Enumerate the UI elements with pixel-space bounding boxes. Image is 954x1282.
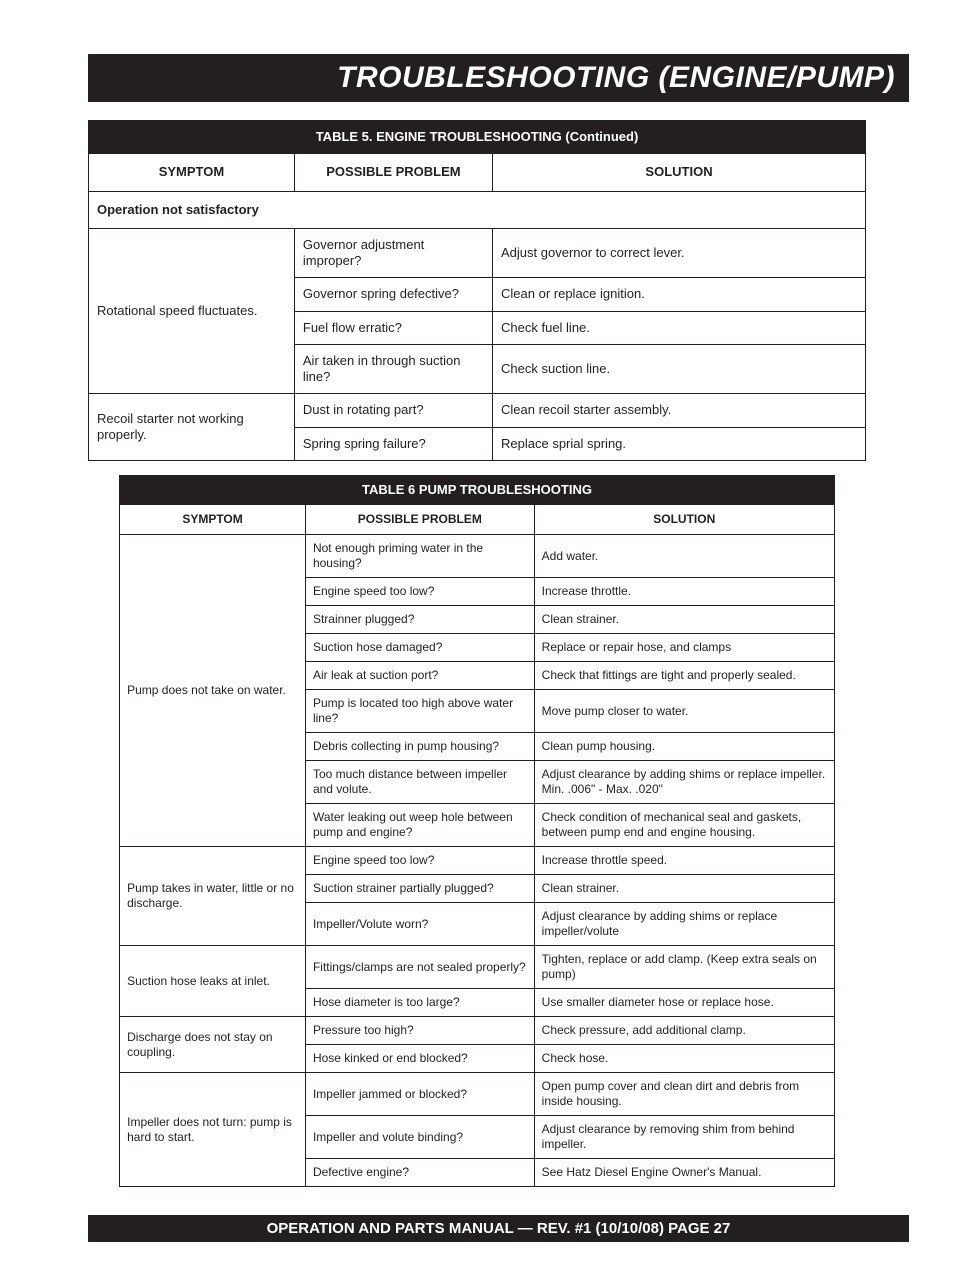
table-row: Pump takes in water, little or no discha… bbox=[120, 847, 835, 875]
problem-cell: Impeller/Volute worn? bbox=[305, 903, 534, 946]
problem-cell: Impeller jammed or blocked? bbox=[305, 1073, 534, 1116]
table-header-row: SYMPTOM POSSIBLE PROBLEM SOLUTION bbox=[120, 505, 835, 535]
solution-cell: Move pump closer to water. bbox=[534, 690, 834, 733]
table-row: Impeller does not turn: pump is hard to … bbox=[120, 1073, 835, 1116]
table-row: Discharge does not stay on coupling.Pres… bbox=[120, 1017, 835, 1045]
problem-cell: Air leak at suction port? bbox=[305, 662, 534, 690]
symptom-cell: Rotational speed fluctuates. bbox=[89, 228, 295, 394]
problem-cell: Fuel flow erratic? bbox=[294, 311, 492, 344]
table5-title: TABLE 5. ENGINE TROUBLESHOOTING (Continu… bbox=[89, 121, 866, 154]
table-row: Suction hose leaks at inlet.Fittings/cla… bbox=[120, 946, 835, 989]
col-problem: POSSIBLE PROBLEM bbox=[294, 154, 492, 191]
symptom-cell: Suction hose leaks at inlet. bbox=[120, 946, 306, 1017]
solution-cell: Replace or repair hose, and clamps bbox=[534, 634, 834, 662]
solution-cell: Adjust clearance by adding shims or repl… bbox=[534, 761, 834, 804]
problem-cell: Fittings/clamps are not sealed properly? bbox=[305, 946, 534, 989]
problem-cell: Governor spring defective? bbox=[294, 278, 492, 311]
problem-cell: Engine speed too low? bbox=[305, 578, 534, 606]
solution-cell: Use smaller diameter hose or replace hos… bbox=[534, 989, 834, 1017]
solution-cell: Add water. bbox=[534, 535, 834, 578]
table-header-row: SYMPTOM POSSIBLE PROBLEM SOLUTION bbox=[89, 154, 866, 191]
solution-cell: Clean strainer. bbox=[534, 606, 834, 634]
symptom-cell: Impeller does not turn: pump is hard to … bbox=[120, 1073, 306, 1187]
problem-cell: Water leaking out weep hole between pump… bbox=[305, 804, 534, 847]
solution-cell: Increase throttle speed. bbox=[534, 847, 834, 875]
table-row: Pump does not take on water.Not enough p… bbox=[120, 535, 835, 578]
col-problem: POSSIBLE PROBLEM bbox=[305, 505, 534, 535]
section-title-bar: TROUBLESHOOTING (ENGINE/PUMP) bbox=[88, 54, 909, 102]
solution-cell: Check pressure, add additional clamp. bbox=[534, 1017, 834, 1045]
footer-bar: OPERATION AND PARTS MANUAL — REV. #1 (10… bbox=[88, 1215, 909, 1242]
footer-text: OPERATION AND PARTS MANUAL — REV. #1 (10… bbox=[267, 1220, 731, 1237]
table-title-row: TABLE 5. ENGINE TROUBLESHOOTING (Continu… bbox=[89, 121, 866, 154]
solution-cell: Tighten, replace or add clamp. (Keep ext… bbox=[534, 946, 834, 989]
problem-cell: Hose kinked or end blocked? bbox=[305, 1045, 534, 1073]
problem-cell: Not enough priming water in the housing? bbox=[305, 535, 534, 578]
solution-cell: Open pump cover and clean dirt and debri… bbox=[534, 1073, 834, 1116]
solution-cell: Adjust clearance by removing shim from b… bbox=[534, 1116, 834, 1159]
solution-cell: See Hatz Diesel Engine Owner's Manual. bbox=[534, 1159, 834, 1187]
problem-cell: Governor adjustment improper? bbox=[294, 228, 492, 278]
col-solution: SOLUTION bbox=[534, 505, 834, 535]
table-row: Rotational speed fluctuates.Governor adj… bbox=[89, 228, 866, 278]
solution-cell: Check fuel line. bbox=[493, 311, 866, 344]
solution-cell: Check that fittings are tight and proper… bbox=[534, 662, 834, 690]
problem-cell: Hose diameter is too large? bbox=[305, 989, 534, 1017]
table-engine-troubleshooting: TABLE 5. ENGINE TROUBLESHOOTING (Continu… bbox=[88, 120, 866, 461]
solution-cell: Replace sprial spring. bbox=[493, 427, 866, 460]
symptom-cell: Pump takes in water, little or no discha… bbox=[120, 847, 306, 946]
table6-title: TABLE 6 PUMP TROUBLESHOOTING bbox=[120, 475, 835, 504]
solution-cell: Adjust clearance by adding shims or repl… bbox=[534, 903, 834, 946]
problem-cell: Pressure too high? bbox=[305, 1017, 534, 1045]
solution-cell: Check condition of mechanical seal and g… bbox=[534, 804, 834, 847]
table5-subheading: Operation not satisfactory bbox=[89, 191, 866, 228]
solution-cell: Clean pump housing. bbox=[534, 733, 834, 761]
problem-cell: Spring spring failure? bbox=[294, 427, 492, 460]
solution-cell: Clean strainer. bbox=[534, 875, 834, 903]
section-title: TROUBLESHOOTING (ENGINE/PUMP) bbox=[337, 61, 895, 95]
problem-cell: Impeller and volute binding? bbox=[305, 1116, 534, 1159]
col-symptom: SYMPTOM bbox=[89, 154, 295, 191]
problem-cell: Defective engine? bbox=[305, 1159, 534, 1187]
solution-cell: Increase throttle. bbox=[534, 578, 834, 606]
table-pump-troubleshooting: TABLE 6 PUMP TROUBLESHOOTING SYMPTOM POS… bbox=[119, 475, 835, 1187]
problem-cell: Air taken in through suction line? bbox=[294, 344, 492, 394]
solution-cell: Adjust governor to correct lever. bbox=[493, 228, 866, 278]
problem-cell: Engine speed too low? bbox=[305, 847, 534, 875]
problem-cell: Dust in rotating part? bbox=[294, 394, 492, 427]
col-symptom: SYMPTOM bbox=[120, 505, 306, 535]
symptom-cell: Pump does not take on water. bbox=[120, 535, 306, 847]
problem-cell: Debris collecting in pump housing? bbox=[305, 733, 534, 761]
problem-cell: Suction hose damaged? bbox=[305, 634, 534, 662]
problem-cell: Too much distance between impeller and v… bbox=[305, 761, 534, 804]
solution-cell: Clean or replace ignition. bbox=[493, 278, 866, 311]
solution-cell: Check suction line. bbox=[493, 344, 866, 394]
symptom-cell: Discharge does not stay on coupling. bbox=[120, 1017, 306, 1073]
table-subheading-row: Operation not satisfactory bbox=[89, 191, 866, 228]
col-solution: SOLUTION bbox=[493, 154, 866, 191]
table-row: Recoil starter not working properly.Dust… bbox=[89, 394, 866, 427]
symptom-cell: Recoil starter not working properly. bbox=[89, 394, 295, 461]
problem-cell: Pump is located too high above water lin… bbox=[305, 690, 534, 733]
solution-cell: Clean recoil starter assembly. bbox=[493, 394, 866, 427]
table-title-row: TABLE 6 PUMP TROUBLESHOOTING bbox=[120, 475, 835, 504]
problem-cell: Suction strainer partially plugged? bbox=[305, 875, 534, 903]
problem-cell: Strainner plugged? bbox=[305, 606, 534, 634]
solution-cell: Check hose. bbox=[534, 1045, 834, 1073]
